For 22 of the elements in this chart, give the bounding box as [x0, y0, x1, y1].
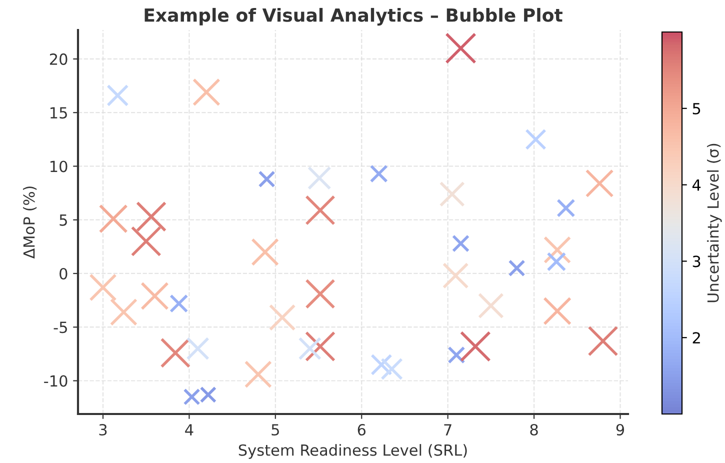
color-bar-label: 4: [692, 179, 701, 191]
y-tick-label: 15: [50, 107, 67, 119]
x-tick-label: 4: [185, 424, 194, 436]
x-tick-label: 3: [99, 424, 107, 436]
y-axis-title: ΔMoP (%): [23, 186, 37, 259]
x-tick-label: 9: [616, 424, 624, 436]
x-axis-title: System Readiness Level (SRL): [238, 444, 467, 459]
x-tick-label: 7: [444, 424, 452, 436]
y-tick-label: 5: [60, 214, 67, 226]
chart-title: Example of Visual Analytics – Bubble Plot: [144, 8, 562, 26]
y-tick-label: -5: [54, 322, 67, 334]
color-bar-title: Uncertainty Level (σ): [707, 144, 722, 302]
x-tick-label: 8: [530, 424, 538, 436]
x-tick-label: 5: [272, 424, 279, 436]
x-tick-label: 6: [358, 424, 366, 436]
color-bar-label: 5: [692, 103, 700, 114]
color-bar-label: 2: [692, 332, 700, 344]
y-tick-label: 20: [50, 53, 68, 65]
y-tick-label: 10: [50, 160, 68, 172]
y-tick-label: 0: [60, 268, 68, 280]
y-tick-label: -10: [44, 375, 68, 387]
color-bar-label: 3: [692, 256, 700, 268]
